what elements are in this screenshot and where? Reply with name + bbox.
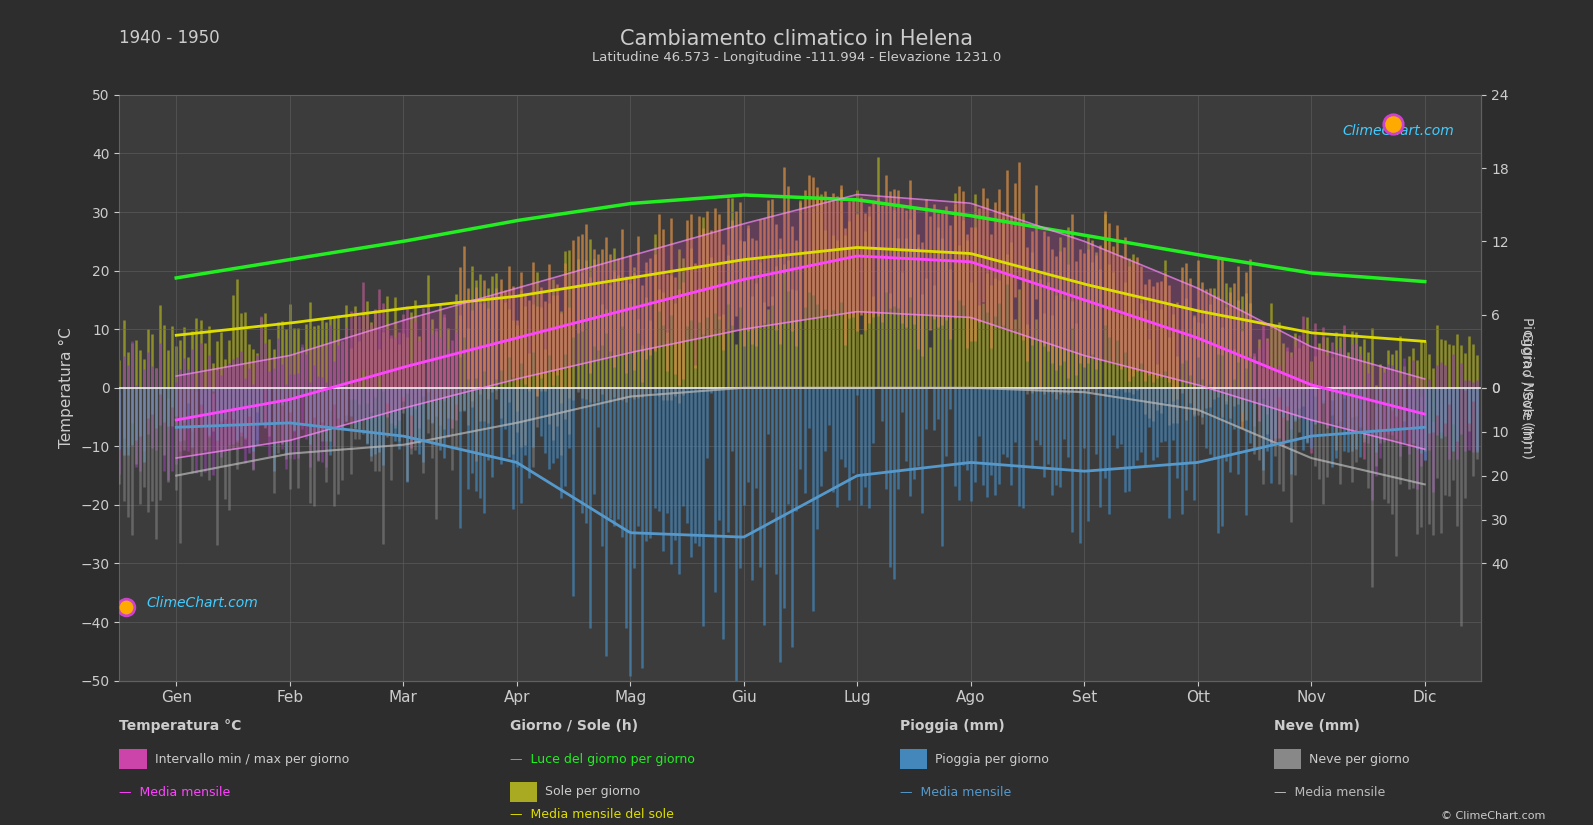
Text: Cambiamento climatico in Helena: Cambiamento climatico in Helena (620, 29, 973, 49)
Text: ClimeChart.com: ClimeChart.com (1343, 125, 1454, 138)
Y-axis label: Giorno / Sole (h): Giorno / Sole (h) (1520, 332, 1534, 444)
Text: —  Media mensile: — Media mensile (1274, 785, 1386, 799)
Text: —  Luce del giorno per giorno: — Luce del giorno per giorno (510, 752, 695, 766)
Text: Latitudine 46.573 - Longitudine -111.994 - Elevazione 1231.0: Latitudine 46.573 - Longitudine -111.994… (593, 51, 1000, 64)
Text: Temperatura °C: Temperatura °C (119, 719, 242, 733)
Y-axis label: Temperatura °C: Temperatura °C (59, 328, 73, 448)
Text: Intervallo min / max per giorno: Intervallo min / max per giorno (155, 752, 349, 766)
Text: 1940 - 1950: 1940 - 1950 (119, 29, 220, 47)
Text: © ClimeChart.com: © ClimeChart.com (1440, 811, 1545, 821)
Text: —  Media mensile del sole: — Media mensile del sole (510, 808, 674, 821)
Text: Pioggia per giorno: Pioggia per giorno (935, 752, 1048, 766)
Text: Giorno / Sole (h): Giorno / Sole (h) (510, 719, 637, 733)
Text: ClimeChart.com: ClimeChart.com (147, 596, 258, 610)
Text: Sole per giorno: Sole per giorno (545, 785, 640, 799)
Text: —  Media mensile: — Media mensile (119, 785, 231, 799)
Y-axis label: Pioggia / Neve (mm): Pioggia / Neve (mm) (1520, 317, 1534, 459)
Text: —  Media mensile: — Media mensile (900, 785, 1012, 799)
Text: Pioggia (mm): Pioggia (mm) (900, 719, 1005, 733)
Text: Neve per giorno: Neve per giorno (1309, 752, 1410, 766)
Text: Neve (mm): Neve (mm) (1274, 719, 1360, 733)
